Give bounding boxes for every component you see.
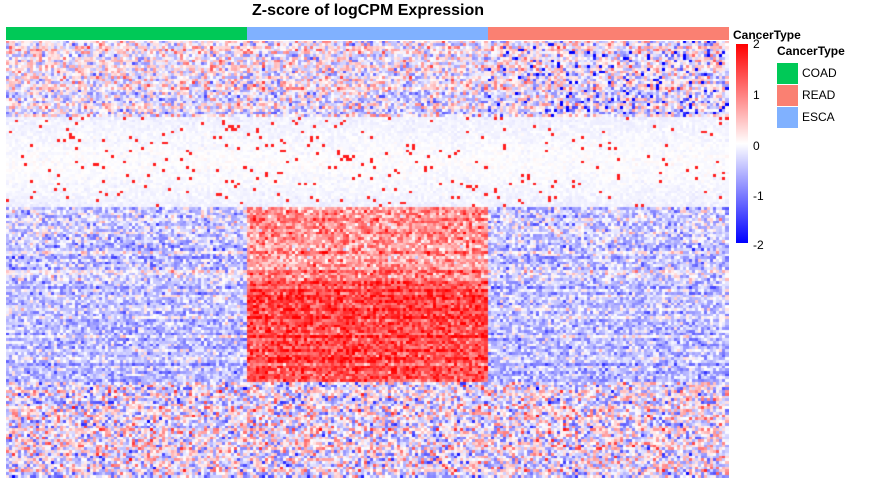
legend-label-read: READ bbox=[802, 88, 836, 102]
heatmap-body bbox=[6, 41, 729, 478]
legend-swatch-esca bbox=[777, 106, 798, 128]
scale-tick-0: 0 bbox=[753, 139, 760, 153]
legend-label-esca: ESCA bbox=[802, 110, 835, 124]
scale-tick-neg1: -1 bbox=[753, 189, 764, 203]
color-scale-bar bbox=[736, 44, 748, 243]
legend-swatch-read bbox=[777, 84, 798, 106]
annotation-segment-coad bbox=[6, 27, 247, 40]
legend-item-read: READ bbox=[777, 84, 835, 106]
annotation-segment-esca bbox=[247, 27, 488, 40]
legend-item-coad: COAD bbox=[777, 62, 837, 84]
column-annotation-bar bbox=[6, 27, 729, 40]
legend-title: CancerType bbox=[777, 44, 845, 58]
annotation-segment-read bbox=[488, 27, 729, 40]
column-annotation-label: CancerType bbox=[733, 28, 801, 42]
chart-title: Z-score of logCPM Expression bbox=[251, 2, 485, 19]
legend-item-esca: ESCA bbox=[777, 106, 835, 128]
scale-tick-2: 2 bbox=[753, 37, 760, 51]
legend-label-coad: COAD bbox=[802, 66, 837, 80]
scale-tick-neg2: -2 bbox=[753, 238, 764, 252]
scale-tick-1: 1 bbox=[753, 88, 760, 102]
legend-swatch-coad bbox=[777, 62, 798, 84]
